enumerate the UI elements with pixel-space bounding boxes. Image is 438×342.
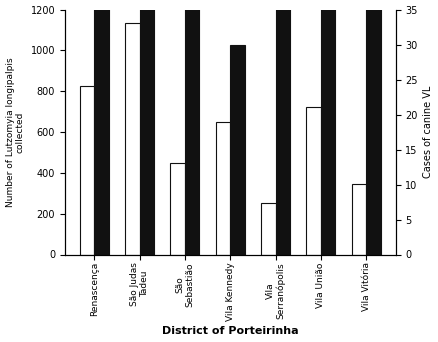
Bar (230, 44, 244, 254)
Bar (320, 0, 335, 254)
Y-axis label: Number of Lutzomyia longipalpis
collected: Number of Lutzomyia longipalpis collecte… (6, 57, 25, 207)
Bar (125, 23, 139, 254)
Bar (94, 0, 109, 254)
X-axis label: District of Porteirinha: District of Porteirinha (162, 327, 298, 337)
Bar (170, 163, 184, 254)
Bar (139, 0, 154, 254)
Bar (261, 203, 275, 254)
Bar (80, 86, 94, 254)
Bar (184, 0, 199, 254)
Bar (351, 184, 365, 254)
Bar (275, 0, 290, 254)
Bar (306, 106, 320, 254)
Y-axis label: Cases of canine VL: Cases of canine VL (423, 86, 432, 178)
Bar (215, 122, 230, 254)
Bar (365, 0, 380, 254)
